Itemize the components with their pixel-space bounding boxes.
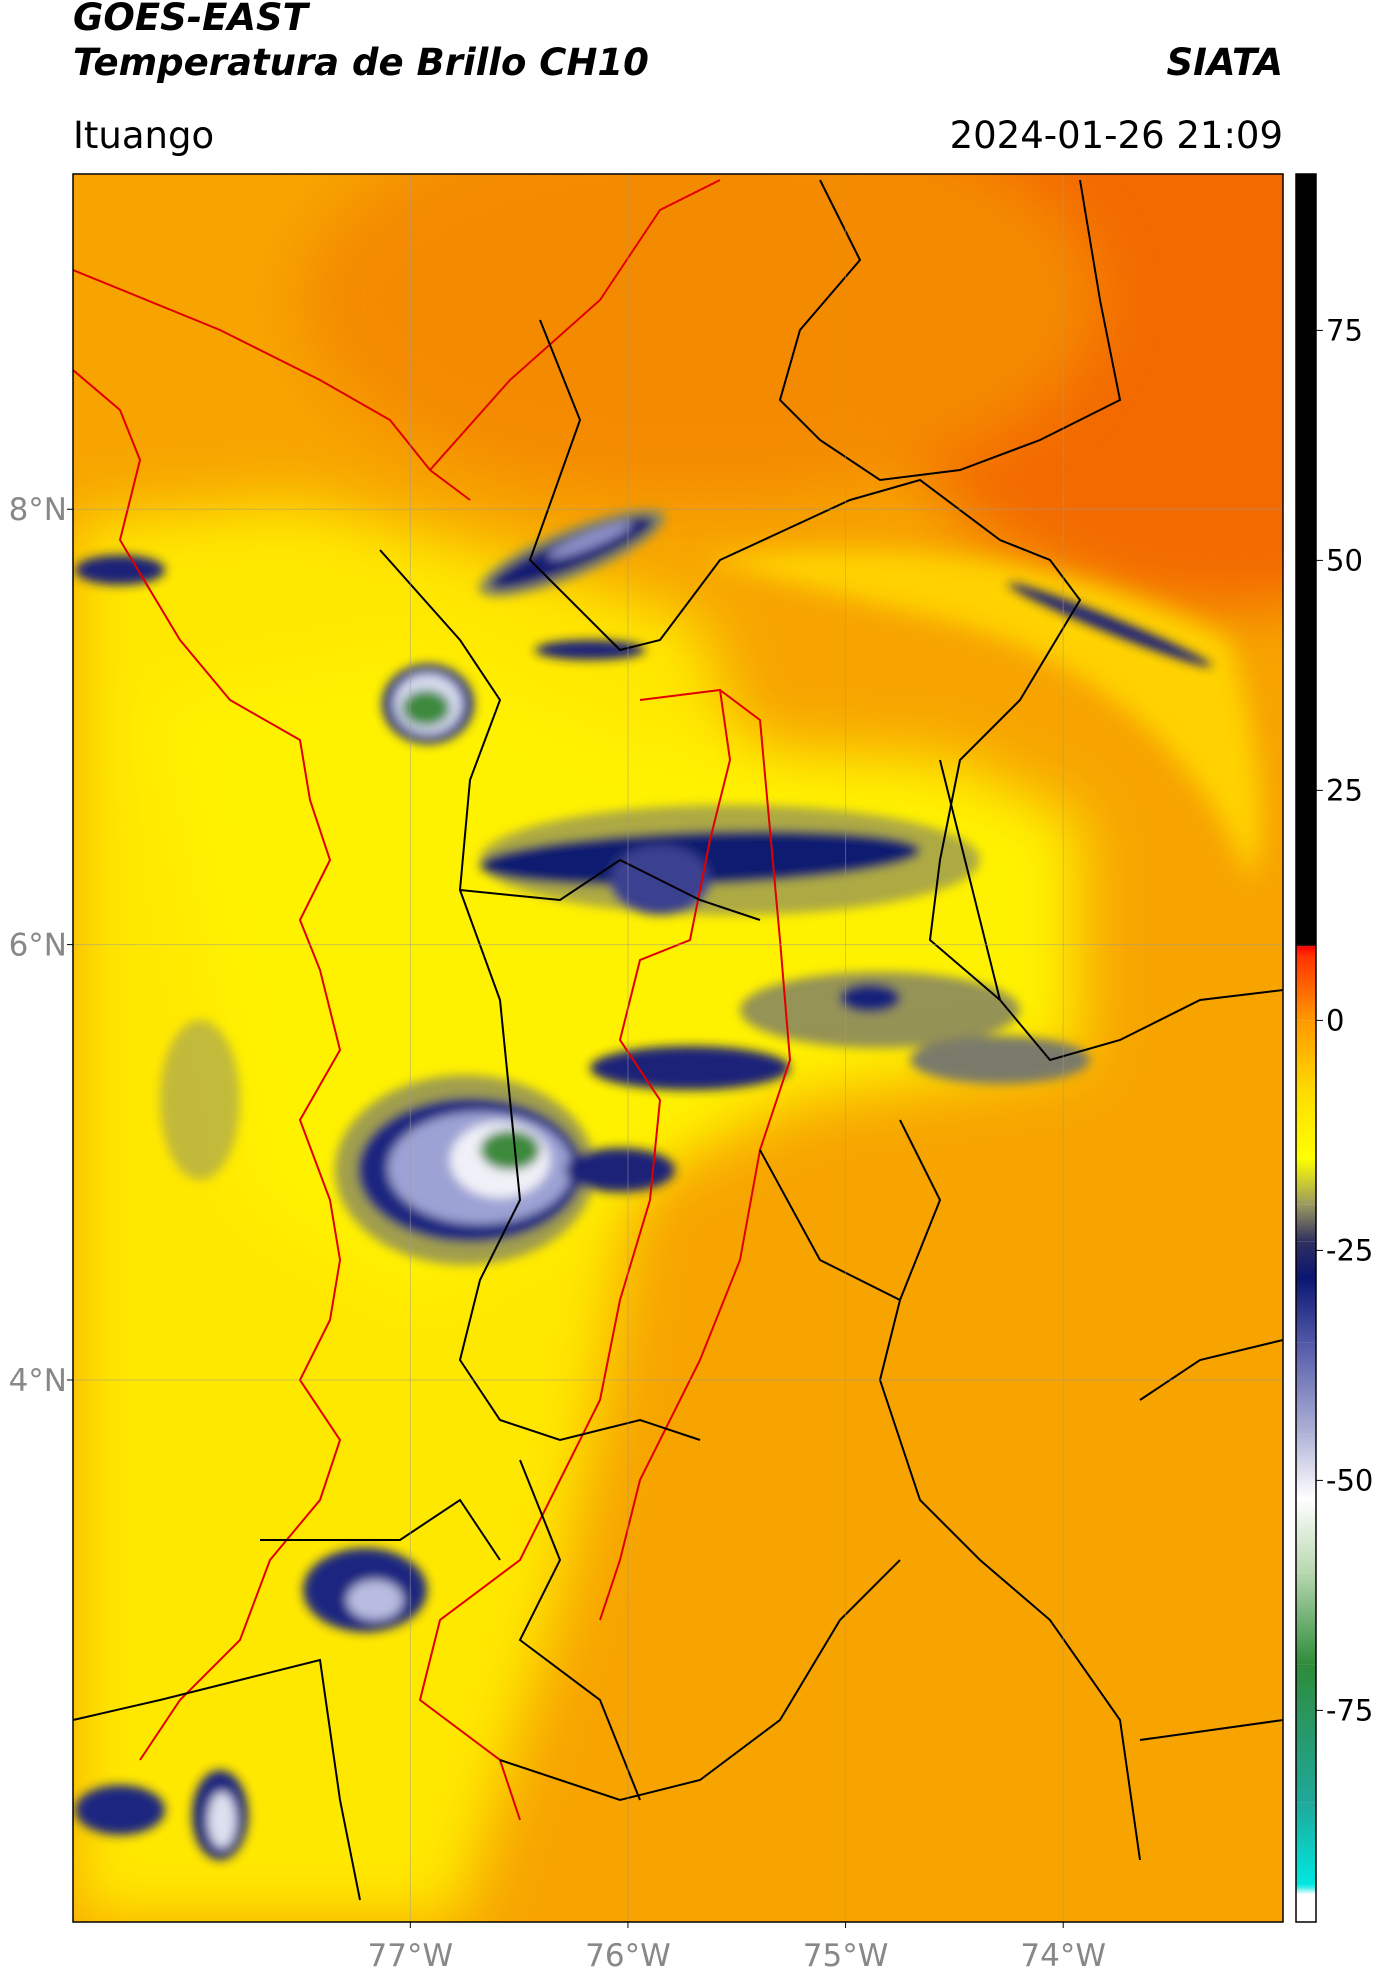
colorbar-tick-label: -75 [1326,1693,1373,1727]
colorbar-segment [1296,1802,1316,1886]
department-border [418,688,792,1821]
map-frame [72,173,1284,1923]
colorbar-segment [1296,1885,1316,1895]
lon-tick-label: 75°W [803,1938,889,1974]
colorbar-segment [1296,1094,1316,1159]
lon-tick-label: 77°W [368,1938,454,1974]
colorbar-segment [1296,1158,1316,1205]
map-imagery [73,174,1283,1922]
colorbar-segment [1296,944,1316,947]
lon-tick-label: 76°W [585,1938,671,1974]
colorbar-segment [1296,1572,1316,1665]
timestamp: 2024-01-26 21:09 [950,114,1283,157]
lat-tick-label: 4°N [9,1363,67,1399]
colorbar-segment [1296,1241,1316,1278]
border [528,319,1283,1062]
colorbar-tick-label: -25 [1326,1233,1373,1267]
colorbar-tick-label: 25 [1326,773,1363,807]
subtitle: Temperatura de Brillo CH10 [73,41,649,84]
lat-tick-label: 6°N [9,928,67,964]
colorbar-segment [1296,1020,1316,1094]
border [73,179,1283,1901]
colorbar-segment [1296,1278,1316,1343]
colorbar-segment [1296,174,1316,945]
colorbar-segment [1296,1498,1316,1573]
colorbar-segment [1296,1664,1316,1803]
credit: SIATA [1166,41,1283,84]
region: Ituango [73,114,214,157]
colorbar-segment [1296,956,1316,1021]
coastline [73,179,721,501]
title: GOES-EAST [73,0,311,39]
colorbar-tick-label: 0 [1326,1003,1344,1037]
colorbar-segment [1296,1434,1316,1499]
colorbar-segment [1296,1894,1316,1922]
coastline [73,369,342,1761]
lat-tick-label: 8°N [9,492,67,528]
colorbar-segment [1296,1204,1316,1242]
colorbar-tick-label: 50 [1326,543,1363,577]
colorbar-frame [1295,173,1317,1923]
lon-tick-label: 74°W [1020,1938,1106,1974]
colorbar-segment [1296,1342,1316,1435]
colorbar-tick-label: 75 [1326,313,1363,347]
colorbar-segment [1296,946,1316,956]
colorbar-tick-label: -50 [1326,1463,1373,1497]
